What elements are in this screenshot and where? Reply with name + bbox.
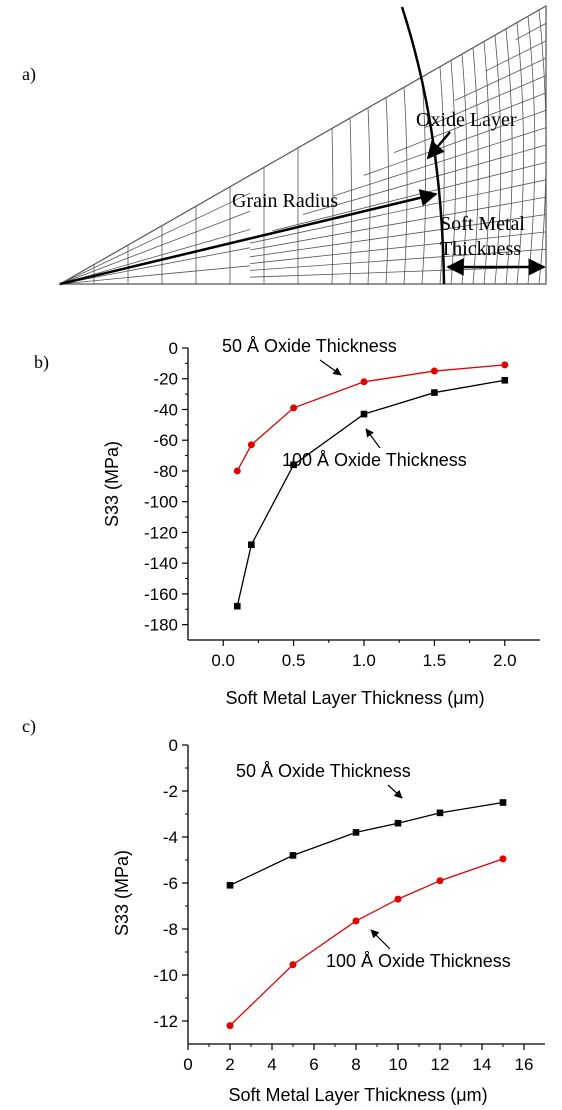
data-point	[289, 961, 297, 969]
x-tick-label: 0.5	[282, 651, 306, 670]
chart-b-annotation-50: 50 Å Oxide Thickness	[222, 336, 397, 356]
x-tick-label: 8	[351, 1055, 360, 1074]
chart-c-annotation-50-arrow	[387, 784, 403, 799]
x-tick-label: 1.0	[352, 651, 376, 670]
y-tick-label: 0	[169, 339, 178, 358]
series-line-0	[236, 364, 505, 472]
data-point	[352, 829, 360, 836]
chart-c-annotation-100-arrow	[370, 929, 391, 950]
chart-b-annotation-50-arrow	[319, 359, 342, 376]
data-point	[431, 389, 438, 396]
x-tick-label: 4	[267, 1055, 276, 1074]
series-line-1	[236, 379, 505, 607]
x-tick-label: 0	[183, 1055, 192, 1074]
y-tick-label: -12	[153, 1012, 178, 1031]
panel-label-c: c)	[22, 716, 36, 736]
x-tick-label: 2.0	[493, 651, 517, 670]
y-tick-label: -40	[153, 400, 178, 419]
x-tick-label: 14	[473, 1055, 492, 1074]
grain-radius-label: Grain Radius	[232, 190, 338, 212]
chart-c-annotation-50: 50 Å Oxide Thickness	[236, 761, 411, 781]
chart-b-xlabel: Soft Metal Layer Thickness (μm)	[225, 688, 484, 708]
y-tick-label: -100	[144, 493, 178, 512]
panel-label-b: b)	[34, 352, 49, 372]
data-point	[499, 855, 507, 863]
chart-b: 0.0 0.5 1.0 1.5 2.0 0 -20 -40 -60 -80 -100 -120 -140…	[102, 336, 540, 708]
data-point	[290, 461, 297, 469]
x-tick-label: 16	[515, 1055, 534, 1074]
chart-c: 0 2 4 6 8 10 12 14 16 0 -2 -4 -6 -8 -10 -12 Soft Metal …	[112, 736, 545, 1105]
data-point	[430, 367, 438, 375]
oxide-layer-arrow	[426, 131, 451, 160]
chart-c-series	[226, 799, 507, 1030]
x-tick-label: 10	[389, 1055, 408, 1074]
x-tick-label: 2	[225, 1055, 234, 1074]
chart-b-axes	[187, 348, 540, 641]
chart-b-ticks: 0.0 0.5 1.0 1.5 2.0 0 -20 -40 -60 -80 -100 -120 -140…	[144, 339, 517, 670]
oxide-layer-boundary	[400, 6, 446, 285]
data-point	[290, 404, 298, 412]
chart-b-annotation-100: 100 Å Oxide Thickness	[282, 450, 467, 470]
y-tick-label: -8	[163, 920, 178, 939]
data-point	[233, 467, 241, 475]
grain-radius-arrow	[59, 189, 438, 286]
panel-label-a: a)	[22, 64, 36, 84]
y-tick-label: -10	[153, 966, 178, 985]
mesh-grid	[57, 4, 547, 285]
x-tick-label: 12	[431, 1055, 450, 1074]
y-tick-label: -160	[144, 585, 178, 604]
y-tick-label: -6	[163, 874, 178, 893]
y-tick-label: -80	[153, 462, 178, 481]
chart-c-axes	[187, 745, 545, 1045]
chart-b-ylabel: S33 (MPa)	[102, 441, 122, 527]
soft-metal-label: Soft Metal	[440, 213, 525, 235]
finite-element-mesh: Oxide Layer Grain Radius Soft Metal Thic…	[57, 4, 547, 286]
oxide-layer-label: Oxide Layer	[416, 109, 517, 131]
data-point	[352, 917, 360, 925]
data-point	[247, 441, 255, 449]
y-tick-label: -2	[163, 782, 178, 801]
y-tick-label: -180	[144, 616, 178, 635]
y-tick-label: -20	[153, 370, 178, 389]
y-tick-label: 0	[169, 736, 178, 755]
data-point	[394, 819, 402, 827]
data-point	[394, 895, 402, 903]
data-point	[499, 799, 507, 806]
chart-c-ticks: 0 2 4 6 8 10 12 14 16 0 -2 -4 -6 -8 -10 -12	[153, 736, 533, 1074]
chart-c-annotation-100: 100 Å Oxide Thickness	[326, 951, 511, 971]
y-tick-label: -4	[163, 828, 178, 847]
y-tick-label: -140	[144, 554, 178, 573]
thickness-label: Thickness	[440, 238, 521, 260]
x-tick-label: 6	[309, 1055, 318, 1074]
data-point	[360, 378, 368, 386]
data-point	[501, 376, 509, 384]
y-tick-label: -60	[153, 431, 178, 450]
data-point	[436, 809, 444, 817]
chart-c-ylabel: S33 (MPa)	[112, 850, 132, 936]
chart-b-series	[233, 361, 509, 610]
chart-b-annotation-100-arrow	[365, 428, 381, 449]
chart-c-xlabel: Soft Metal Layer Thickness (μm)	[228, 1085, 487, 1105]
data-point	[248, 541, 255, 549]
series-line-0	[229, 801, 504, 886]
data-point	[226, 882, 234, 889]
data-point	[436, 877, 444, 885]
x-tick-label: 0.0	[211, 651, 235, 670]
data-point	[233, 602, 241, 610]
data-point	[226, 1022, 234, 1030]
data-point	[360, 410, 368, 418]
x-tick-label: 1.5	[423, 651, 447, 670]
y-tick-label: -120	[144, 523, 178, 542]
data-point	[289, 852, 297, 859]
data-point	[501, 361, 509, 369]
series-line-1	[229, 858, 504, 1027]
